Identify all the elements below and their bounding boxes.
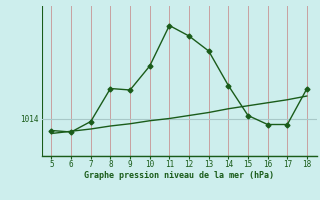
X-axis label: Graphe pression niveau de la mer (hPa): Graphe pression niveau de la mer (hPa)	[84, 171, 274, 180]
